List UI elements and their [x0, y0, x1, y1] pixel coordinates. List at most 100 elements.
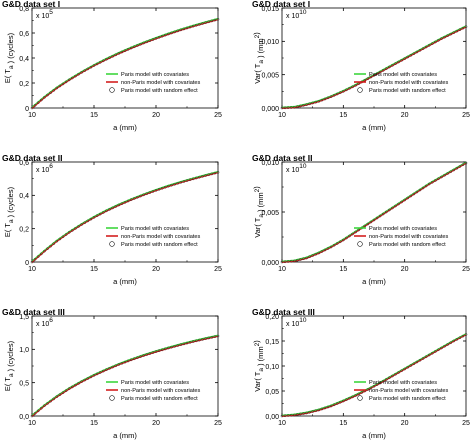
series-marker-random [179, 343, 183, 346]
series-marker-random [323, 248, 327, 252]
series-marker-random [440, 175, 443, 179]
series-marker-random [102, 211, 105, 214]
series-marker-random [366, 222, 370, 226]
series-marker-random [61, 391, 65, 394]
series-marker-random [443, 344, 446, 348]
x-tick-label: 25 [462, 266, 470, 273]
y-tick-label: 0,0 [19, 414, 29, 421]
series-marker-random [378, 70, 382, 74]
series-marker-random [458, 336, 462, 340]
legend-label: non-Paris model with covariates [369, 234, 448, 240]
series-marker-random [151, 38, 155, 41]
x-tick-label: 25 [214, 420, 222, 427]
series-marker-random [194, 23, 198, 27]
series-marker-random [163, 185, 167, 189]
series-marker-random [40, 252, 43, 256]
series-line-paris [281, 25, 467, 109]
series-marker-random [198, 338, 201, 342]
series-marker-random [111, 365, 114, 369]
series-marker-random [95, 372, 99, 376]
series-marker-random [299, 258, 302, 261]
series-marker-random [311, 410, 314, 413]
series-marker-random [188, 341, 192, 344]
y-tick-label: 0,4 [19, 193, 29, 200]
legend-label: Paris model with covariates [369, 226, 437, 232]
series-marker-random [400, 200, 403, 204]
series-marker-random [342, 399, 345, 403]
y-axis-label: E( Ta ) (cycles) [3, 340, 15, 391]
series-marker-random [105, 209, 108, 213]
series-marker-random [139, 194, 142, 198]
series-marker-random [280, 414, 284, 418]
legend-swatch [109, 87, 115, 93]
series-marker-random [207, 173, 210, 177]
legend-label: Paris model with covariates [121, 72, 189, 78]
y-tick-label: 0,00 [265, 414, 279, 421]
series-line-paris [281, 161, 467, 263]
series-line-paris [31, 17, 219, 109]
series-marker-random [182, 180, 186, 183]
series-marker-random [170, 31, 173, 35]
x-tick-label: 15 [339, 420, 347, 427]
series-marker-random [111, 206, 114, 210]
series-marker-random [67, 387, 71, 390]
series-marker-random [430, 351, 434, 355]
series-marker-random [142, 41, 145, 45]
series-marker-random [114, 205, 117, 208]
series-marker-random [338, 91, 342, 94]
series-marker-random [167, 184, 170, 188]
series-marker-random [449, 170, 452, 174]
series-marker-random [67, 78, 71, 82]
legend-label: non-Paris model with covariates [369, 388, 448, 394]
series-marker-random [464, 25, 468, 28]
series-marker-random [201, 338, 204, 341]
x-tick-label: 10 [278, 420, 286, 427]
series-line-non-paris [31, 19, 219, 109]
series-marker-random [129, 198, 133, 201]
series-marker-random [418, 49, 422, 52]
series-marker-random [351, 85, 354, 89]
series-marker-random [182, 27, 186, 31]
series-marker-random [369, 386, 373, 390]
series-marker-random [132, 45, 136, 49]
x-tick-label: 10 [278, 112, 286, 119]
x-tick-label: 20 [152, 420, 160, 427]
series-marker-random [320, 250, 324, 253]
x-axis-label: a (mm) [362, 123, 386, 132]
series-marker-random [375, 383, 379, 386]
series-marker-random [30, 414, 34, 418]
series-marker-random [332, 243, 336, 247]
y-tick-label: 0,05 [265, 389, 279, 396]
series-marker-random [136, 44, 139, 47]
series-marker-random [427, 182, 431, 186]
series-marker-random [455, 29, 459, 33]
series-marker-random [52, 242, 56, 245]
series-marker-random [329, 95, 333, 98]
series-marker-random [317, 251, 321, 255]
series-marker-random [430, 42, 434, 45]
series-marker-random [77, 225, 80, 228]
legend: Paris model with covariates non-Paris mod… [354, 226, 448, 248]
series-marker-random [201, 22, 204, 25]
series-marker-random [123, 360, 127, 364]
series-marker-random [299, 412, 302, 416]
series-marker-random [317, 408, 321, 412]
x-tick-label: 15 [90, 266, 98, 273]
series-marker-random [366, 388, 370, 391]
series-marker-random [446, 34, 449, 37]
x-tick-label: 25 [214, 266, 222, 273]
series-marker-random [381, 379, 385, 383]
series-marker-random [424, 355, 428, 359]
series-marker-random [391, 374, 394, 378]
series-marker-random [191, 24, 195, 28]
series-marker-random [372, 74, 376, 77]
series-marker-random [154, 37, 158, 40]
series-marker-random [329, 404, 333, 408]
series-marker-random [305, 103, 308, 106]
series-marker-random [366, 77, 370, 80]
series-marker-random [216, 334, 220, 338]
series-marker-random [403, 198, 406, 202]
y-tick-label: 0,010 [261, 39, 279, 46]
series-marker-random [286, 106, 290, 109]
series-marker-random [332, 94, 336, 97]
